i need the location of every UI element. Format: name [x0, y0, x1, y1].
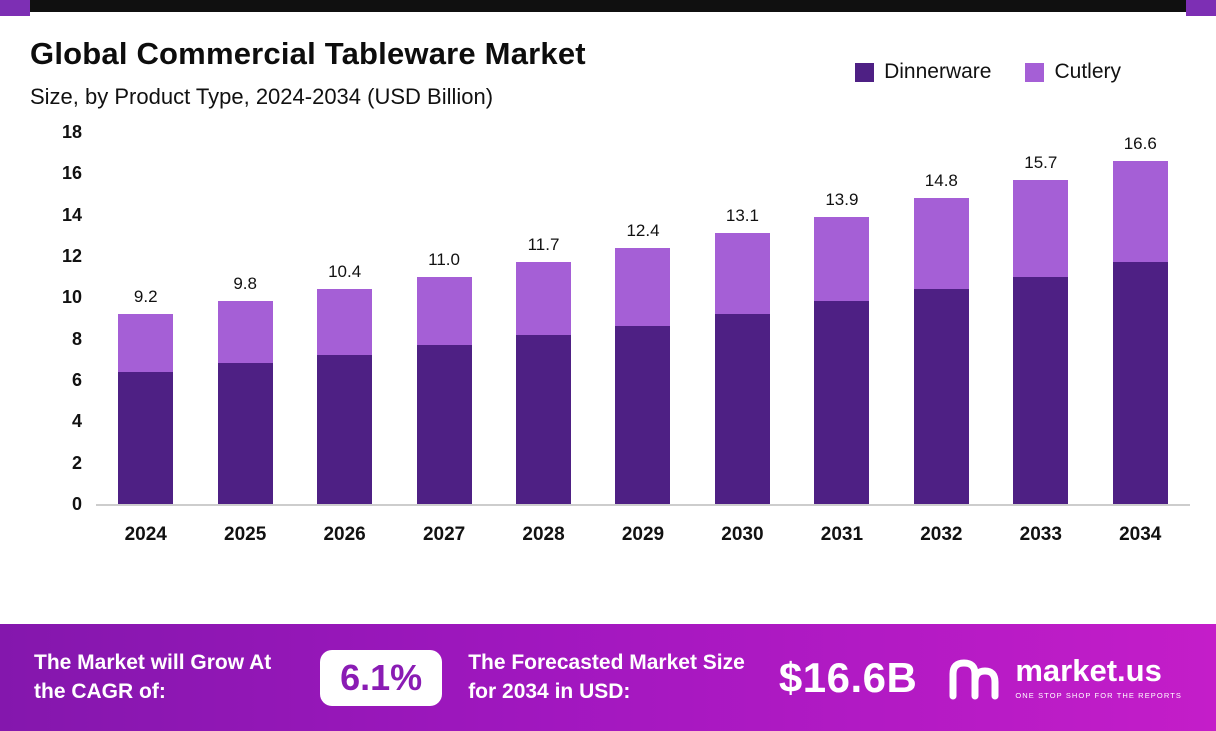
top-right-corner-accent: [1186, 0, 1216, 16]
x-axis-label: 2030: [721, 524, 764, 545]
top-left-corner-accent: [0, 0, 30, 16]
bar-2030: 13.1: [693, 134, 792, 504]
bar-segment-cutlery: [118, 313, 174, 372]
chart-header: Global Commercial Tableware Market Size,…: [0, 12, 1216, 110]
bar-2025: 9.8: [195, 134, 294, 504]
bar-segment-dinnerware: [416, 344, 472, 504]
y-axis-tick-label: 0: [71, 494, 82, 514]
x-axis: 2024 2025 2026 2027 2028 2029 2030 2031 2032 2033…: [96, 524, 1190, 546]
bar-2032: 14.8: [892, 134, 991, 504]
bar-segment-dinnerware: [913, 289, 969, 504]
bar-2031: 13.9: [792, 134, 891, 504]
bar-segment-dinnerware: [317, 355, 373, 504]
cagr-label: The Market will Grow At the CAGR of:: [34, 651, 272, 703]
bar-segment-cutlery: [1112, 161, 1168, 263]
x-axis-label: 2034: [1119, 524, 1162, 545]
y-axis-tick-label: 8: [71, 328, 82, 349]
legend-label-cutlery: Cutlery: [1054, 60, 1121, 83]
legend-swatch-cutlery: [1025, 62, 1045, 82]
y-axis-tick-label: 4: [71, 411, 82, 432]
bar-segment-cutlery: [1013, 179, 1069, 277]
bar-segment-cutlery: [516, 262, 572, 335]
bar-total-label: 9.2: [133, 286, 158, 306]
bar-segment-dinnerware: [1112, 262, 1168, 504]
brand-tagline: ONE STOP SHOP FOR THE REPORTS: [1015, 691, 1182, 700]
bar-segment-dinnerware: [814, 301, 870, 504]
x-axis-label: 2032: [920, 524, 963, 545]
bar-segment-dinnerware: [714, 313, 770, 504]
bar-total-label: 13.9: [825, 189, 859, 209]
x-axis-label: 2026: [323, 524, 366, 545]
bar-segment-cutlery: [814, 216, 870, 302]
bar-segment-cutlery: [615, 247, 671, 327]
bar-2034: 16.6: [1091, 134, 1190, 504]
cagr-value-badge: 6.1%: [320, 649, 443, 706]
bar-segment-dinnerware: [1013, 276, 1069, 504]
y-axis-tick-label: 12: [61, 246, 82, 266]
bar-segment-cutlery: [416, 276, 472, 345]
forecast-value: $16.6B: [778, 653, 918, 701]
top-frame-bar: [0, 0, 1216, 16]
forecast-label: The Forecasted Market Size for 2034 in U…: [468, 651, 745, 703]
bar-2027: 11.0: [394, 134, 493, 504]
bar-2029: 12.4: [593, 134, 692, 504]
x-axis-label: 2024: [124, 524, 167, 545]
bar-segment-cutlery: [714, 233, 770, 314]
stacked-bar-chart: 0 2 4 6 8 10 12 14 16 18 9.2 9.8 10.4 11.0 11.7 12.4 13…: [30, 116, 1190, 568]
bar-total-label: 10.4: [328, 262, 362, 282]
x-axis-label: 2033: [1019, 524, 1062, 545]
bottom-banner: The Market will Grow At the CAGR of: 6.1…: [0, 624, 1216, 731]
y-axis-tick-label: 14: [61, 204, 82, 225]
x-axis-label: 2031: [820, 524, 864, 545]
bar-total-label: 15.7: [1024, 152, 1058, 172]
bar-total-label: 11.0: [428, 249, 460, 269]
bar-total-label: 9.8: [233, 274, 257, 294]
brand-text-block: market.us ONE STOP SHOP FOR THE REPORTS: [1015, 655, 1182, 700]
x-axis-label: 2027: [422, 524, 466, 545]
bar-total-label: 16.6: [1123, 134, 1157, 153]
chart-subtitle: Size, by Product Type, 2024-2034 (USD Bi…: [30, 84, 494, 109]
bar-total-label: 12.4: [626, 220, 660, 240]
bar-2024: 9.2: [96, 134, 195, 504]
legend-item-cutlery: Cutlery: [1025, 60, 1121, 84]
y-axis-tick-label: 2: [71, 452, 82, 473]
plot-area: 0 2 4 6 8 10 12 14 16 18 9.2 9.8 10.4 11.0 11.7 12.4 13…: [62, 122, 1190, 514]
bar-segment-dinnerware: [118, 371, 174, 504]
bar-segment-cutlery: [217, 301, 273, 364]
bar-total-label: 11.7: [527, 235, 560, 255]
chart-title: Global Commercial Tableware Market: [30, 36, 586, 71]
bar-2026: 10.4: [295, 134, 394, 504]
bar-2028: 11.7: [494, 134, 593, 504]
bar-2033: 15.7: [991, 134, 1090, 504]
x-axis-label: 2029: [621, 524, 665, 545]
bar-segment-cutlery: [317, 289, 373, 356]
bar-segment-dinnerware: [615, 326, 671, 504]
y-axis-tick-label: 16: [61, 163, 82, 184]
x-axis-label: 2025: [224, 524, 267, 545]
legend-swatch-dinnerware: [855, 62, 875, 82]
marketus-logo-icon: [949, 659, 999, 699]
legend-item-dinnerware: Dinnerware: [855, 60, 991, 84]
bar-total-label: 14.8: [924, 171, 958, 191]
x-axis-label: 2028: [522, 524, 565, 545]
chart-legend: Dinnerware Cutlery: [855, 60, 1121, 84]
marketus-logo: market.us ONE STOP SHOP FOR THE REPORTS: [943, 652, 1182, 704]
bar-segment-cutlery: [913, 198, 969, 290]
bar-segment-dinnerware: [516, 334, 572, 504]
y-axis-tick-label: 6: [71, 370, 82, 390]
bar-total-label: 13.1: [725, 206, 759, 226]
bar-segment-dinnerware: [217, 363, 273, 504]
bars-container: 9.2 9.8 10.4 11.0 11.7 12.4 13.1 13.9 14.8 15.7 16…: [96, 134, 1190, 504]
legend-label-dinnerware: Dinnerware: [884, 60, 992, 83]
y-axis-tick-label: 18: [61, 122, 82, 142]
y-axis-tick-label: 10: [61, 287, 82, 308]
brand-name: market.us: [1015, 653, 1162, 688]
